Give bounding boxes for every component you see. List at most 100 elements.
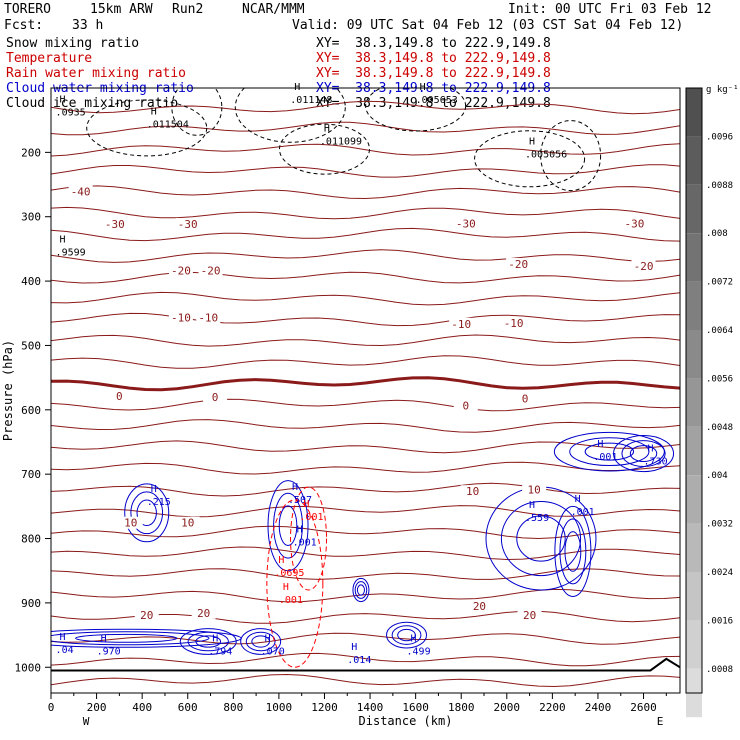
isotherm (51, 185, 680, 200)
colorbar-swatch (686, 233, 702, 282)
colorbar-swatch (686, 475, 702, 524)
snow-max-value: .005056 (525, 150, 567, 161)
cloud-water-contour (195, 635, 222, 648)
isotherm-label: 10 (124, 517, 137, 530)
isotherm (51, 291, 680, 306)
cloud-water-max-high-marker: H (351, 642, 357, 653)
isotherm (51, 568, 680, 580)
cloud-water-contour (386, 621, 428, 649)
field-xy-range: XY= 38.3,149.8 to 222.9,149.8 (316, 51, 551, 66)
cloud-water-contour (553, 431, 665, 472)
y-tick-label: 600 (21, 404, 41, 417)
snow-contour (234, 88, 346, 143)
x-tick-label: 0 (48, 701, 55, 714)
snow-contour (365, 88, 467, 132)
x-tick-label: 2200 (539, 701, 566, 714)
isotherm-label-bg (118, 516, 143, 529)
isotherm-label: -20 (201, 264, 221, 277)
x-tick-label: 400 (132, 701, 152, 714)
isotherm (51, 121, 680, 136)
x-tick-label: 1600 (402, 701, 429, 714)
west-label: W (83, 715, 90, 728)
isotherm-label-bg (196, 311, 221, 324)
forecast-label: Fcst: (4, 18, 44, 33)
cloud-water-contour (278, 505, 298, 546)
cloud-water-max-high-marker: H (212, 633, 218, 644)
field-label: Snow mixing ratio (6, 36, 140, 51)
colorbar-swatch (686, 330, 702, 379)
isotherm (51, 652, 680, 667)
east-label: E (657, 715, 664, 728)
isotherm (51, 419, 680, 433)
snow-max-value: .011099 (320, 137, 362, 148)
cloud-water-contour (613, 435, 675, 473)
isotherm (51, 334, 680, 347)
cloud-water-contour (240, 628, 282, 655)
colorbar-swatch (686, 184, 702, 234)
isotherm-label: -30 (105, 218, 125, 231)
rain-max-high-marker: H (303, 499, 309, 510)
field-label: Temperature (6, 51, 93, 66)
colorbar-tick-label: .0024 (706, 568, 733, 578)
colorbar-tick-label: .0096 (706, 132, 733, 142)
y-axis-label: Pressure (hPa) (1, 340, 15, 441)
isotherm-label: -30 (178, 218, 198, 231)
colorbar-swatch (686, 378, 702, 427)
isotherm-label-bg (522, 483, 547, 496)
init-time: Init: 00 UTC Fri 03 Feb 12 (508, 2, 712, 17)
isotherm (51, 673, 680, 688)
snow-contour (540, 120, 602, 192)
rain-max-high-marker: H (278, 555, 284, 566)
cloud-water-max-high-marker: H (297, 525, 303, 536)
cloud-water-max-value: .04 (56, 645, 74, 656)
cloud-water-contour (397, 628, 416, 642)
x-tick-label: 2000 (494, 701, 521, 714)
cloud-water-max-high-marker: H (151, 484, 157, 495)
isotherm-label: 0 (116, 390, 123, 403)
colorbar-unit: g kg⁻¹ (706, 85, 739, 95)
isotherm-label-bg (168, 264, 193, 277)
isotherm (51, 546, 680, 561)
forecast-hour: 33 h (72, 18, 104, 33)
isotherm-label-bg (68, 185, 93, 198)
isotherm-label: -10 (504, 317, 524, 330)
isotherm (51, 271, 680, 284)
isotherm-label: 0 (462, 400, 469, 413)
y-tick-label: 300 (21, 211, 41, 224)
isotherm-label: 20 (523, 609, 536, 622)
isotherm-label-bg (622, 217, 647, 230)
isotherm-label: -10 (451, 318, 471, 331)
isotherm-label-bg (134, 608, 159, 621)
snow-max-high-marker: H (60, 95, 66, 106)
colorbar-swatch (686, 620, 702, 669)
isotherm (51, 164, 680, 178)
colorbar-swatch (686, 426, 702, 476)
isotherm (51, 312, 680, 327)
cloud-water-max-value: .499 (407, 646, 431, 657)
x-tick-label: 2600 (630, 701, 657, 714)
snow-max-high-marker: H (420, 82, 426, 93)
cloud-water-contour (621, 440, 666, 468)
isotherm (51, 482, 680, 497)
cloud-water-contour (516, 515, 566, 562)
snow-max-high-marker: H (151, 106, 157, 117)
snow-max-value: .011148 (290, 95, 332, 106)
snow-max-high-marker: H (60, 234, 66, 245)
field-label: Cloud ice mixing ratio (6, 96, 179, 111)
cloud-water-max-value: .730 (644, 457, 668, 468)
cloud-water-max-value: .001 (571, 507, 595, 518)
isotherm-label-bg (175, 218, 200, 231)
cloud-water-contour (267, 480, 309, 572)
cloud-water-max-value: .970 (97, 646, 121, 657)
field-label: Rain water mixing ratio (6, 66, 187, 81)
isotherm-label-bg (501, 317, 526, 330)
isotherm-label: -30 (456, 217, 476, 230)
plot-frame (50, 87, 681, 694)
isotherm-label: 10 (181, 517, 194, 530)
isotherm-label: 20 (473, 600, 486, 613)
snow-max-value: .011504 (147, 119, 189, 130)
cloud-water-max-high-marker: H (575, 494, 581, 505)
freezing-level-isotherm (51, 376, 680, 392)
cloud-water-contour (559, 518, 587, 585)
snow-max-high-marker: H (324, 124, 330, 135)
